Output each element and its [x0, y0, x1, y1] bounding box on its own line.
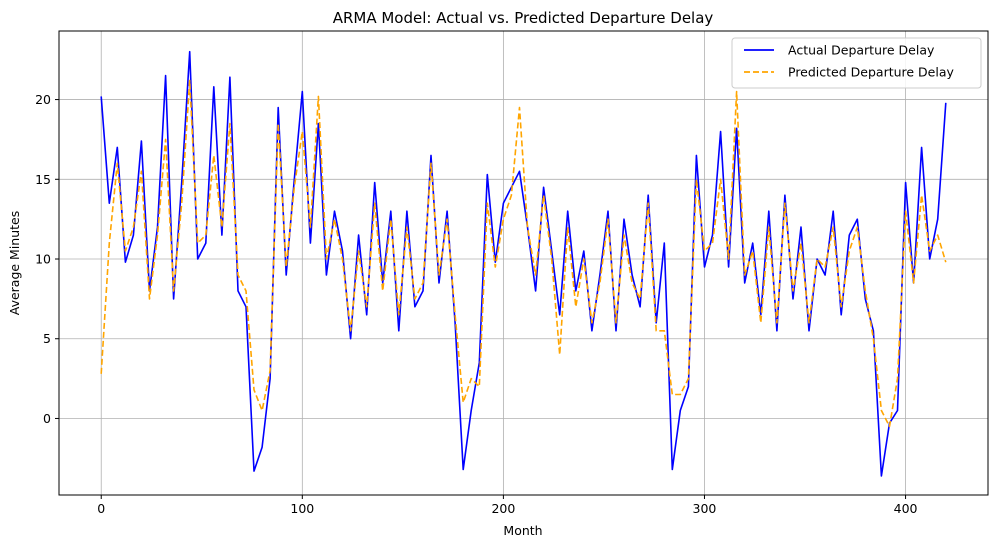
x-tick-label: 0 [97, 501, 105, 516]
x-tick-label: 400 [894, 501, 918, 516]
y-tick-label: 0 [43, 411, 51, 426]
legend: Actual Departure Delay Predicted Departu… [731, 37, 982, 89]
grid-lines [59, 31, 988, 495]
legend-label-actual: Actual Departure Delay [788, 43, 935, 58]
x-axis-title: Month [503, 523, 542, 538]
chart-title: ARMA Model: Actual vs. Predicted Departu… [333, 9, 714, 27]
y-tick-label: 10 [35, 252, 51, 267]
x-tick-label: 100 [290, 501, 314, 516]
series-line-predicted [100, 79, 947, 428]
y-axis-title: Average Minutes [7, 211, 22, 316]
y-tick-label: 5 [43, 331, 51, 346]
x-tick-label: 300 [693, 501, 717, 516]
y-axis: 0 5 10 15 20 [35, 92, 59, 426]
x-axis: 0 100 200 300 400 [97, 495, 918, 516]
plot-area-frame [58, 30, 989, 496]
y-tick-label: 20 [35, 92, 51, 107]
series-layer [100, 50, 947, 477]
series-line-actual [100, 50, 947, 477]
y-tick-label: 15 [35, 172, 51, 187]
legend-label-predicted: Predicted Departure Delay [788, 65, 955, 80]
x-tick-label: 200 [491, 501, 515, 516]
legend-box [731, 37, 982, 89]
